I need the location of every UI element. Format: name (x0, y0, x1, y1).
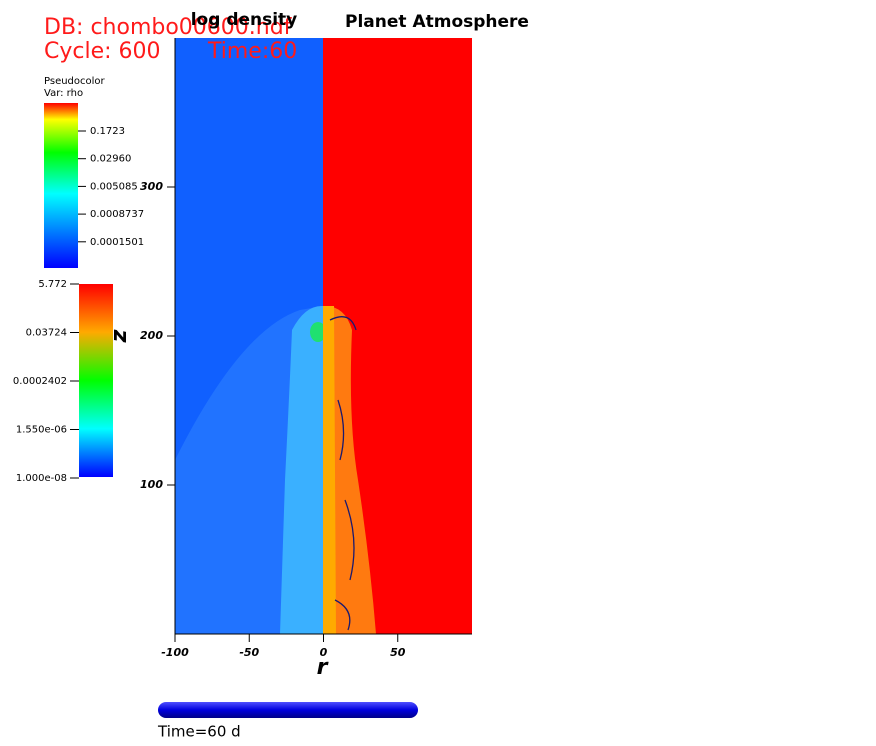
legend-tick-label: 0.0002402 (13, 376, 67, 387)
legend-tick-label: 0.1723 (90, 126, 125, 137)
x-tick-label: -50 (239, 646, 259, 659)
field-image (175, 38, 472, 634)
legend-tick-label: 0.0008737 (90, 209, 144, 220)
colorbar (44, 103, 78, 268)
legend-tick-label: 0.03724 (26, 328, 67, 339)
y-label: z (107, 329, 132, 343)
legend-var: Var: rho (44, 88, 83, 99)
cycle: Cycle: 600 (44, 39, 161, 64)
x-tick-label: -100 (161, 646, 189, 659)
x-tick-label: 50 (390, 646, 406, 659)
time-label: Time=60 d (157, 723, 241, 741)
x-label: r (317, 655, 329, 680)
legend-tick-label: 0.005085 (90, 181, 138, 192)
db-name: DB: chombo00600.hdf (44, 15, 293, 40)
legend-tick-label: 0.0001501 (90, 237, 144, 248)
legend-tick-label: 1.550e-06 (16, 425, 67, 436)
time: Time:60 (207, 39, 297, 64)
x-tick-label: 0 (320, 646, 328, 659)
time-slider (158, 702, 418, 718)
right-title: Planet Atmosphere (345, 12, 529, 32)
legend-tick-label: 5.772 (38, 279, 67, 290)
colorbar (79, 284, 113, 477)
y-tick-label: 300 (140, 180, 163, 193)
legend-title: Pseudocolor (44, 76, 106, 87)
y-tick-label: 100 (140, 478, 163, 491)
legend-tick-label: 1.000e-08 (16, 473, 67, 484)
legend-tick-label: 0.02960 (90, 154, 131, 165)
y-tick-label: 200 (140, 329, 163, 342)
left-title: log density (191, 10, 298, 30)
